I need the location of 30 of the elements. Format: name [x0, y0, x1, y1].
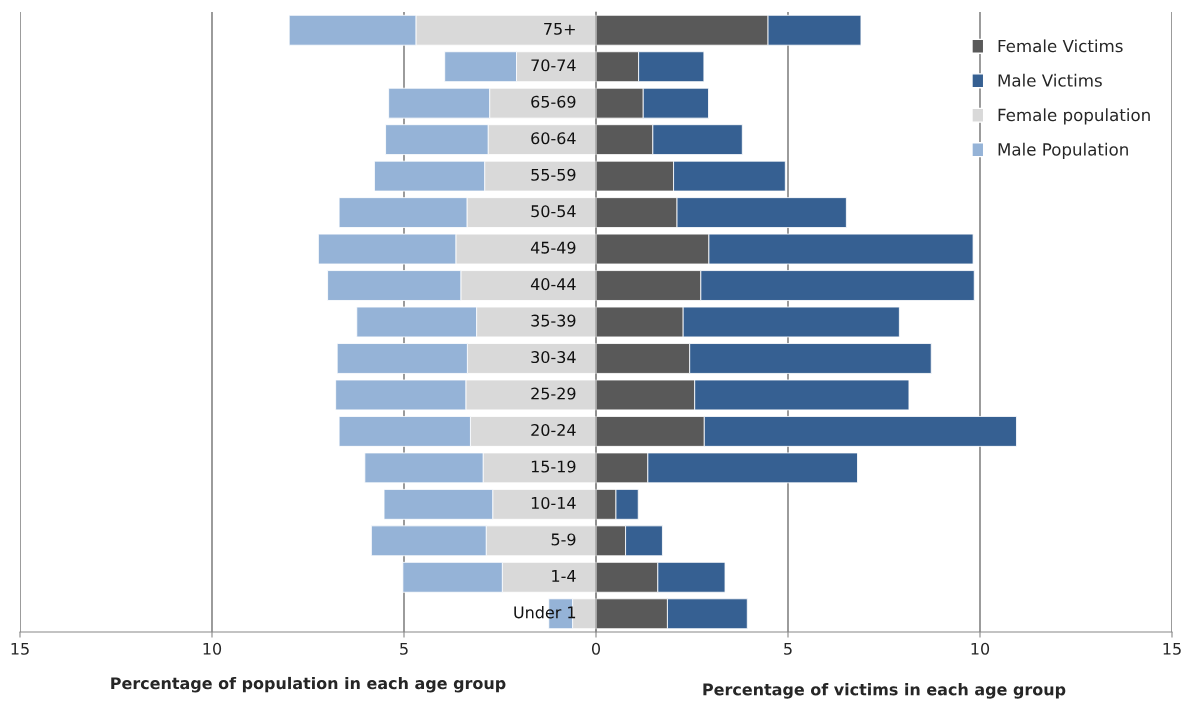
y-tick-label: 55-59: [531, 168, 576, 181]
x-tick-label: 10: [203, 642, 222, 655]
y-tick-label: 1-4: [552, 570, 576, 582]
y-tick-label: 50-54: [531, 205, 576, 218]
y-tick-label: 15-19: [531, 460, 576, 473]
x-tick-label: 0: [591, 642, 601, 655]
x-tick-label: 15: [1163, 642, 1181, 655]
y-tick-label: 10-14: [531, 496, 576, 509]
y-tick-label: 5-9: [551, 533, 576, 546]
y-tick-label: 25-29: [531, 387, 576, 400]
y-tick-label: 75+: [544, 23, 575, 35]
y-tick-label: 45-49: [530, 241, 576, 254]
y-tick-label: Under 1: [514, 606, 576, 619]
y-tick-label: 70-74: [531, 59, 576, 72]
y-tick-label: 35-39: [531, 314, 576, 327]
x-tick-label: 5: [784, 642, 792, 655]
y-tick-label: 20-24: [531, 423, 576, 437]
text: Percentage of victims in each age group: [703, 683, 1066, 699]
x-tick-label: 15: [11, 642, 29, 655]
y-tick-label: 30-34: [531, 351, 576, 364]
y-tick-label: 40-44: [530, 278, 576, 291]
x-tick-label: 10: [971, 642, 990, 655]
x-axis-title: Percentage of population in each age group: [111, 676, 506, 693]
legend-label: Female population: [998, 108, 1150, 125]
y-tick-label: 60-64: [531, 132, 576, 145]
legend-label: Female Victims: [998, 39, 1123, 53]
y-tick-label: 65-69: [531, 95, 576, 108]
legend-label: Male Victims: [998, 73, 1102, 87]
legend-label: Male Population: [998, 142, 1128, 159]
x-tick-label: 5: [400, 642, 408, 655]
